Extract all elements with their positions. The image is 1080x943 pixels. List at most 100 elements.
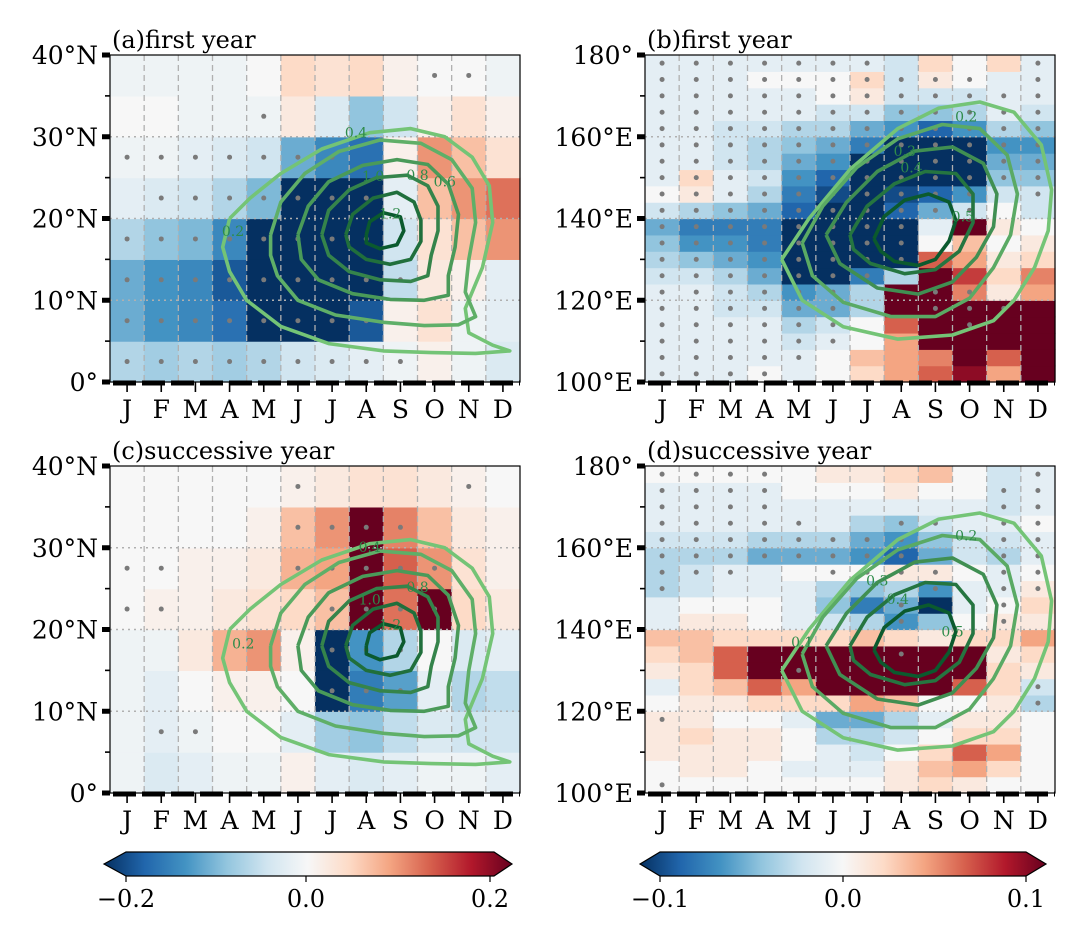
- significance-dot: [1035, 586, 1041, 592]
- significance-dot: [659, 354, 665, 360]
- heatmap-cell: [212, 55, 248, 97]
- significance-dot: [967, 93, 973, 99]
- significance-dot: [397, 359, 403, 365]
- heatmap-cell: [918, 694, 954, 712]
- significance-dot: [1001, 488, 1007, 494]
- significance-dot: [1035, 77, 1041, 83]
- contour-line-0.6: [296, 157, 461, 303]
- heatmap-cell: [645, 694, 680, 712]
- heatmap-cell: [246, 506, 282, 549]
- significance-dot: [932, 569, 938, 575]
- heatmap-cell: [815, 760, 851, 778]
- significance-dot: [659, 289, 665, 295]
- x-tick-label: A: [220, 395, 240, 424]
- contour-label: 1.0: [362, 169, 384, 185]
- x-tick-label: D: [493, 806, 513, 835]
- significance-dot: [693, 175, 699, 181]
- colorbar-right-label-mid: 0.0: [824, 885, 862, 913]
- significance-dot: [295, 359, 301, 365]
- contour-line-0.4: [268, 138, 478, 328]
- significance-dot: [932, 93, 938, 99]
- contour-label: 0.2: [955, 529, 977, 545]
- y-tick-label: 100°E: [555, 368, 633, 397]
- significance-dot: [1035, 471, 1041, 477]
- heatmap-cell: [986, 71, 1022, 89]
- contour-line-0.8: [320, 584, 440, 695]
- heatmap-cell: [679, 743, 714, 761]
- x-tick-label: N: [458, 395, 480, 424]
- heatmap-cell: [986, 251, 1022, 269]
- significance-dot: [796, 77, 802, 83]
- panel-b-title: (b)first year: [647, 26, 792, 54]
- heatmap-cell: [952, 365, 988, 383]
- heatmap-cell: [110, 629, 145, 671]
- heatmap-cell: [144, 629, 179, 671]
- heatmap-cell: [645, 678, 680, 696]
- heatmap-cell: [884, 727, 919, 745]
- significance-dot: [1001, 537, 1007, 543]
- heatmap-cell: [246, 629, 282, 671]
- significance-dot: [932, 289, 938, 295]
- y-tick-label: 120°E: [555, 286, 633, 315]
- significance-dot: [659, 142, 665, 148]
- significance-dot: [864, 537, 870, 543]
- x-tick-label: D: [493, 395, 513, 424]
- heatmap-cell: [246, 670, 282, 712]
- x-tick-label: J: [859, 395, 872, 424]
- contour-line-0.5: [872, 192, 958, 268]
- significance-dot: [659, 371, 665, 377]
- significance-dot: [693, 520, 699, 526]
- significance-dot: [932, 207, 938, 213]
- heatmap-cell: [850, 466, 885, 483]
- x-tick-label: D: [1028, 395, 1048, 424]
- heatmap-cell: [884, 580, 919, 598]
- x-tick-label: J: [324, 806, 337, 835]
- y-tick-label: 140°E: [555, 205, 633, 234]
- heatmap-cell: [747, 760, 783, 778]
- contour-label: 0.5: [941, 625, 963, 641]
- significance-dot: [727, 109, 733, 115]
- heatmap-cell: [679, 694, 714, 712]
- heatmap-cell: [679, 629, 714, 647]
- x-tick-label: O: [959, 395, 980, 424]
- significance-dot: [830, 93, 836, 99]
- panel-a: 0.20.40.60.81.01.2 J F M A M J J A S O N D0°10°N20°…: [32, 26, 521, 424]
- significance-dot: [693, 354, 699, 360]
- significance-dot: [261, 318, 267, 324]
- contour-label: 0.8: [406, 168, 428, 184]
- significance-dot: [727, 93, 733, 99]
- heatmap-cell: [110, 177, 145, 220]
- contour-label: 0.5: [952, 210, 974, 226]
- significance-dot: [158, 318, 164, 324]
- heatmap-cell: [986, 332, 1022, 350]
- colorbar-right: −0.1 0.0 0.1: [631, 851, 1048, 913]
- x-tick-label: A: [356, 806, 376, 835]
- heatmap-cell: [986, 365, 1022, 383]
- heatmap-cell: [645, 727, 680, 745]
- significance-dot: [796, 224, 802, 230]
- heatmap-cell: [178, 466, 214, 508]
- heatmap-cell: [781, 711, 817, 729]
- significance-dot: [762, 109, 768, 115]
- heatmap-cell: [918, 629, 954, 647]
- significance-dot: [864, 273, 870, 279]
- significance-dot: [727, 305, 733, 311]
- heatmap-cell: [679, 760, 714, 778]
- significance-dot: [363, 524, 369, 530]
- significance-dot: [864, 553, 870, 559]
- heatmap-cell: [986, 743, 1022, 761]
- significance-dot: [693, 224, 699, 230]
- heatmap-cell: [349, 466, 384, 508]
- heatmap-cell: [713, 743, 749, 761]
- significance-dot: [329, 606, 335, 612]
- y-tick-label: 20°N: [32, 616, 98, 645]
- heatmap-cell: [1020, 727, 1056, 745]
- heatmap-cell: [781, 596, 817, 614]
- significance-dot: [830, 109, 836, 115]
- significance-dot: [693, 240, 699, 246]
- significance-dot: [659, 126, 665, 132]
- contour-label: 0.4: [900, 160, 922, 176]
- significance-dot: [659, 175, 665, 181]
- significance-dot: [762, 142, 768, 148]
- heatmap-cell: [178, 752, 214, 794]
